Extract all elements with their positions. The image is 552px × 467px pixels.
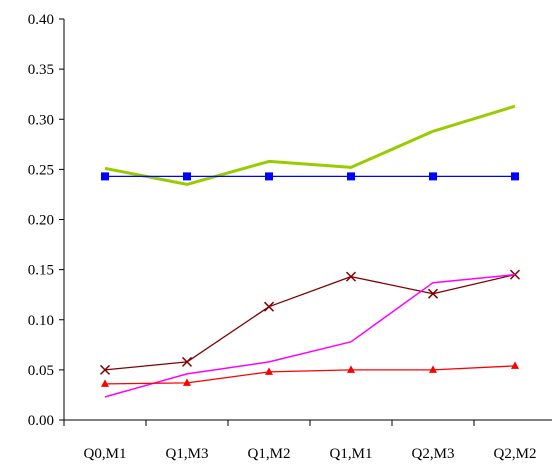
y-tick-label: 0.40 <box>28 12 54 28</box>
data-point-square <box>347 172 355 181</box>
y-tick-label: 0.05 <box>28 363 54 379</box>
series-5 <box>101 361 519 387</box>
data-point-x <box>427 288 439 299</box>
data-point-triangle <box>183 378 191 386</box>
data-point-square <box>265 172 273 181</box>
data-point-triangle <box>511 361 519 369</box>
series-2 <box>101 172 519 181</box>
y-tick-label: 0.20 <box>28 213 54 229</box>
x-tick-label: Q1,M2 <box>248 446 291 462</box>
y-tick-label: 0.15 <box>28 263 54 279</box>
data-point-triangle <box>429 365 437 373</box>
y-tick-label: 0.10 <box>28 313 54 329</box>
x-tick-label: Q1,M3 <box>166 446 209 462</box>
data-point-triangle <box>265 367 273 375</box>
data-point-square <box>429 172 437 181</box>
x-tick-labels: Q0,M1 Q1,M3 Q1,M2 Q1,M1 Q2,M3 Q2,M2 <box>84 446 537 462</box>
y-tick-label: 0.25 <box>28 162 54 178</box>
y-tick-label: 0.00 <box>28 413 54 429</box>
series-line <box>104 365 516 385</box>
x-tick-label: Q0,M1 <box>84 446 127 462</box>
x-tick-label: Q2,M3 <box>412 446 455 462</box>
data-point-triangle <box>347 365 355 373</box>
series-layer <box>99 104 521 398</box>
data-point-square <box>101 172 109 181</box>
y-tick-label: 0.35 <box>28 62 54 78</box>
data-point-x <box>99 364 111 375</box>
chart-axes <box>59 18 552 426</box>
y-tick-labels: 0.00 0.05 0.10 0.15 0.20 0.25 0.30 0.35 0.40 <box>28 12 54 429</box>
series-line <box>104 273 516 398</box>
series-3 <box>99 269 521 375</box>
series-line <box>104 273 516 371</box>
x-tick-label: Q1,M1 <box>330 446 373 462</box>
data-point-x <box>345 271 357 282</box>
data-point-x <box>181 356 193 367</box>
data-point-square <box>183 172 191 181</box>
series-4 <box>104 273 516 398</box>
data-point-x <box>263 301 275 312</box>
x-tick-label: Q2,M2 <box>494 446 537 462</box>
data-point-triangle <box>101 379 109 387</box>
y-tick-label: 0.30 <box>28 112 54 128</box>
series-line <box>104 104 516 186</box>
series-1 <box>104 104 516 186</box>
data-point-square <box>511 172 519 181</box>
